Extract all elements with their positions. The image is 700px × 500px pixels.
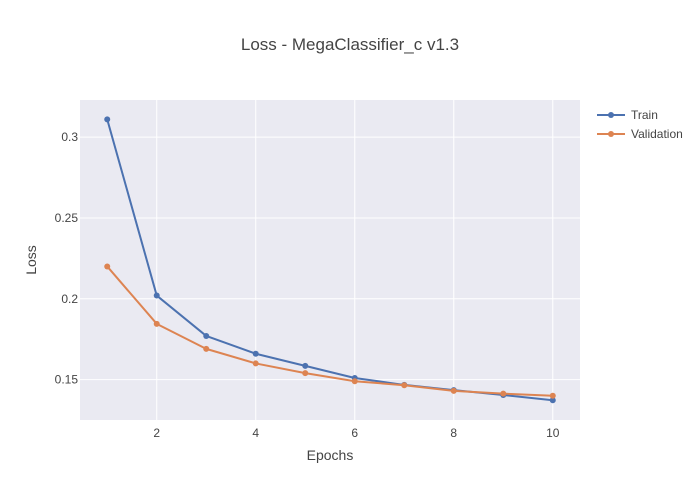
validation-data-point[interactable] [450, 387, 457, 394]
legend-item-validation[interactable]: Validation [597, 127, 683, 141]
x-tick-label: 10 [546, 426, 560, 440]
series-group [104, 116, 556, 404]
y-axis-title: Loss [23, 245, 39, 275]
plot-area [80, 100, 580, 420]
y-tick-label: 0.15 [55, 373, 79, 387]
legend-label: Train [631, 108, 658, 122]
y-tick-label: 0.25 [55, 211, 79, 225]
train-data-point[interactable] [104, 116, 111, 123]
validation-data-point[interactable] [153, 320, 160, 327]
chart-title: Loss - MegaClassifier_c v1.3 [241, 35, 459, 54]
train-data-point[interactable] [252, 350, 259, 357]
legend-swatch-marker [608, 112, 614, 118]
y-tick-label: 0.3 [61, 130, 78, 144]
validation-data-point[interactable] [549, 392, 556, 399]
y-tick-label: 0.2 [61, 292, 78, 306]
validation-data-point[interactable] [500, 390, 507, 397]
legend-swatch-marker [608, 131, 614, 137]
validation-data-point[interactable] [351, 378, 358, 385]
y-axis-ticks: 0.15 0.2 0.25 0.3 [55, 130, 79, 386]
x-tick-label: 6 [351, 426, 358, 440]
x-axis-ticks: 2 4 6 8 10 [153, 426, 559, 440]
x-tick-label: 8 [450, 426, 457, 440]
legend[interactable]: Train Validation [597, 108, 683, 141]
legend-item-train[interactable]: Train [597, 108, 658, 122]
x-axis-title: Epochs [307, 447, 354, 463]
grid-lines [80, 100, 580, 420]
train-data-point[interactable] [153, 292, 160, 299]
validation-series-line [106, 265, 553, 397]
train-data-point[interactable] [549, 397, 556, 404]
x-tick-label: 4 [252, 426, 259, 440]
validation-data-point[interactable] [104, 263, 111, 270]
x-tick-label: 2 [153, 426, 160, 440]
train-data-point[interactable] [302, 362, 309, 369]
validation-data-point[interactable] [203, 345, 210, 352]
validation-data-point[interactable] [302, 370, 309, 377]
train-data-point[interactable] [203, 332, 210, 339]
validation-data-point[interactable] [401, 382, 408, 389]
legend-label: Validation [631, 127, 683, 141]
validation-data-point[interactable] [252, 360, 259, 367]
